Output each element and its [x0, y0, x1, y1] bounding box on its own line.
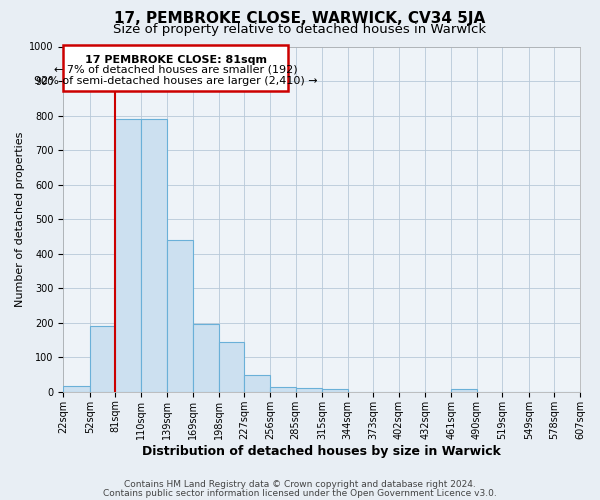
Bar — [219, 342, 244, 392]
Bar — [64, 386, 90, 392]
Bar — [141, 119, 167, 392]
Bar — [244, 375, 270, 392]
Text: 17 PEMBROKE CLOSE: 81sqm: 17 PEMBROKE CLOSE: 81sqm — [85, 54, 267, 64]
Bar — [451, 390, 476, 392]
X-axis label: Distribution of detached houses by size in Warwick: Distribution of detached houses by size … — [142, 444, 501, 458]
Text: Contains public sector information licensed under the Open Government Licence v3: Contains public sector information licen… — [103, 489, 497, 498]
Text: ← 7% of detached houses are smaller (192): ← 7% of detached houses are smaller (192… — [54, 65, 298, 75]
Text: 92% of semi-detached houses are larger (2,410) →: 92% of semi-detached houses are larger (… — [34, 76, 318, 86]
FancyBboxPatch shape — [64, 45, 288, 92]
Text: Contains HM Land Registry data © Crown copyright and database right 2024.: Contains HM Land Registry data © Crown c… — [124, 480, 476, 489]
Text: Size of property relative to detached houses in Warwick: Size of property relative to detached ho… — [113, 22, 487, 36]
Bar — [322, 389, 348, 392]
Bar — [115, 119, 141, 392]
Bar — [193, 324, 219, 392]
Bar — [90, 326, 115, 392]
Y-axis label: Number of detached properties: Number of detached properties — [15, 132, 25, 307]
Bar — [167, 240, 193, 392]
Text: 17, PEMBROKE CLOSE, WARWICK, CV34 5JA: 17, PEMBROKE CLOSE, WARWICK, CV34 5JA — [115, 11, 485, 26]
Bar — [270, 388, 296, 392]
Bar — [296, 388, 322, 392]
